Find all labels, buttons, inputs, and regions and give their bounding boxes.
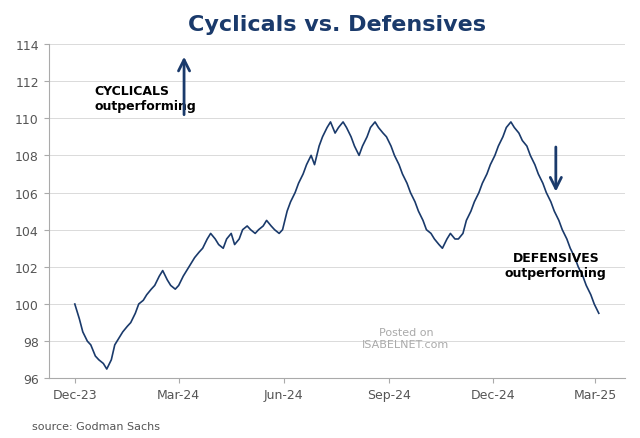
Text: DEFENSIVES
outperforming: DEFENSIVES outperforming: [505, 252, 607, 279]
Text: source: Godman Sachs: source: Godman Sachs: [32, 421, 160, 431]
Text: CYCLICALS
outperforming: CYCLICALS outperforming: [95, 85, 196, 113]
Title: Cyclicals vs. Defensives: Cyclicals vs. Defensives: [188, 15, 486, 35]
Text: Posted on
ISABELNET.com: Posted on ISABELNET.com: [362, 328, 449, 349]
